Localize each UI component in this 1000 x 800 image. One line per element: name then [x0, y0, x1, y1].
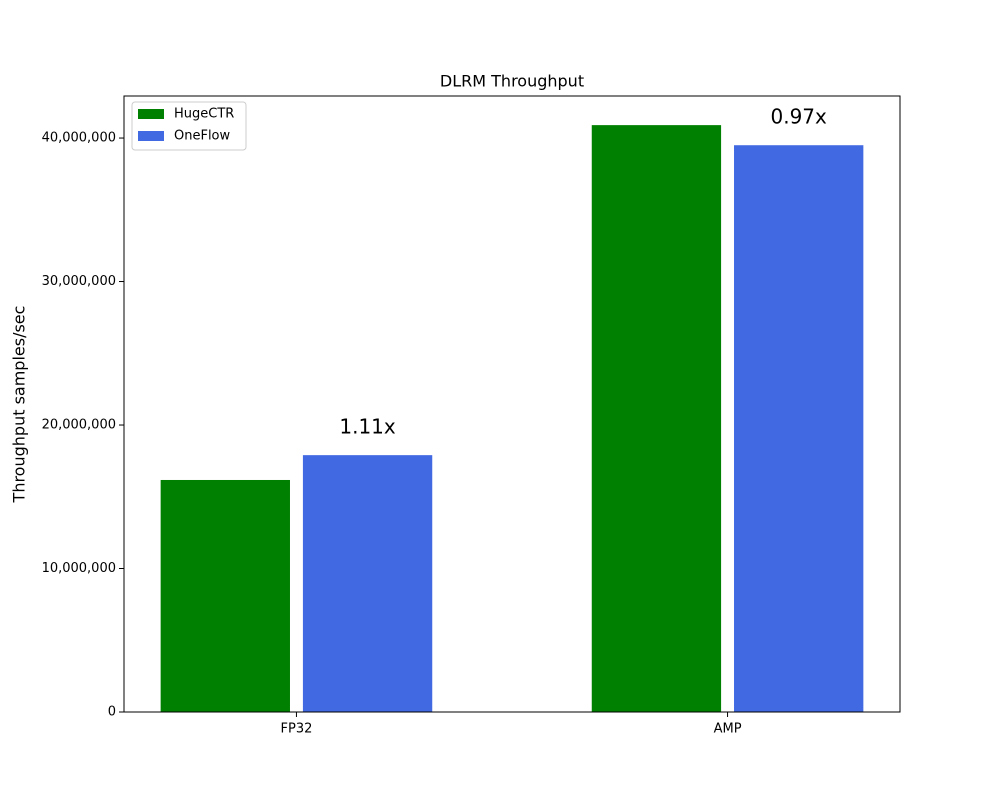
legend-label: HugeCTR: [174, 107, 234, 122]
bar: [734, 145, 864, 712]
x-tick-label: FP32: [281, 722, 313, 737]
y-axis-label: Throughput samples/sec: [10, 306, 29, 504]
legend-swatch: [138, 109, 164, 119]
annotation: 0.97x: [771, 105, 828, 129]
legend: HugeCTR OneFlow: [131, 101, 247, 151]
y-tick-label: 40,000,000: [42, 131, 116, 146]
y-tick-label: 20,000,000: [42, 418, 116, 433]
bar: [160, 479, 290, 712]
legend-swatch: [138, 131, 164, 141]
chart-title: DLRM Throughput: [440, 72, 584, 91]
y-tick-label: 10,000,000: [42, 561, 116, 576]
legend-label: OneFlow: [174, 129, 231, 144]
annotation: 1.11x: [339, 415, 396, 439]
y-tick-label: 0: [108, 705, 116, 720]
x-tick-label: AMP: [714, 722, 742, 737]
plot-frame: [123, 95, 901, 713]
y-tick-label: 30,000,000: [42, 274, 116, 289]
bar: [302, 455, 433, 712]
bar: [591, 125, 722, 712]
